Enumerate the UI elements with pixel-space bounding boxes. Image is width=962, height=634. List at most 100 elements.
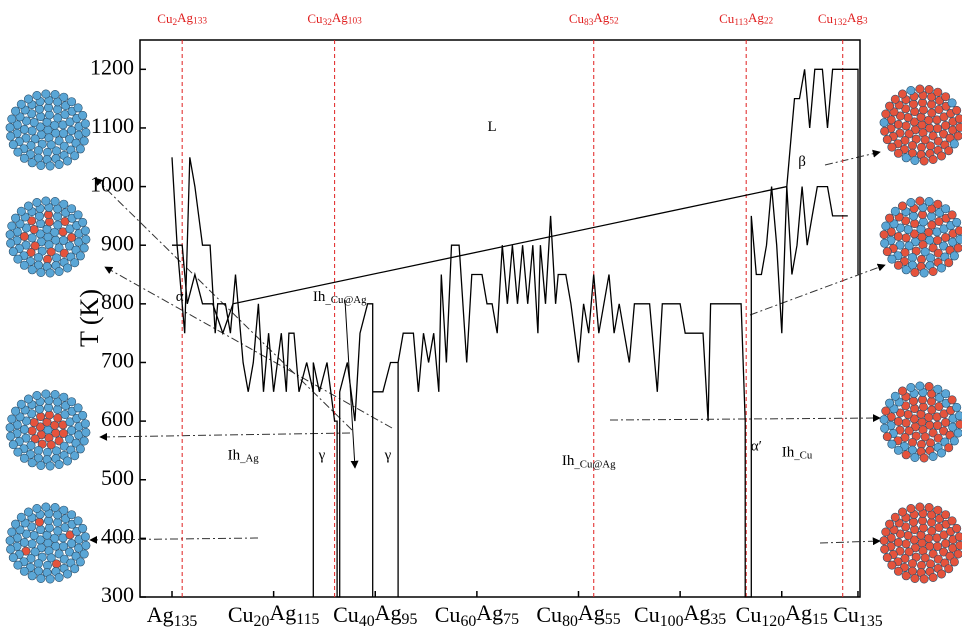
atom: [27, 426, 37, 436]
atom: [27, 265, 37, 275]
atom: [35, 535, 45, 545]
atom: [890, 391, 900, 401]
atom: [23, 507, 33, 517]
atom: [67, 510, 77, 520]
atom: [933, 199, 943, 209]
y-tick-label: 1200: [90, 54, 134, 79]
atom: [27, 233, 37, 243]
atom: [19, 153, 29, 163]
y-tick-label: 900: [101, 230, 134, 255]
atom: [41, 89, 51, 99]
atom: [21, 529, 31, 539]
atom: [925, 253, 935, 263]
atom: [925, 438, 935, 448]
atom: [880, 238, 890, 248]
atom: [8, 440, 18, 450]
atom: [924, 85, 934, 95]
atom: [23, 94, 33, 104]
atom: [915, 84, 925, 94]
atom: [941, 389, 951, 399]
atom: [27, 126, 37, 136]
atom: [50, 502, 60, 512]
atom: [893, 566, 903, 576]
atom: [926, 100, 936, 110]
atom: [901, 265, 911, 275]
atom: [67, 538, 77, 548]
atom: [925, 559, 935, 569]
data-line: [172, 185, 848, 336]
atom: [75, 144, 85, 154]
atom: [953, 549, 962, 559]
atom: [941, 510, 951, 520]
annotation: α′: [751, 439, 762, 455]
atom: [901, 233, 911, 243]
atom: [13, 560, 23, 570]
atom: [27, 539, 37, 549]
atom: [944, 564, 954, 574]
atom: [80, 226, 90, 236]
atom: [907, 437, 917, 447]
atom: [32, 198, 42, 208]
x-tick-label: Cu60Ag75: [435, 600, 519, 629]
atom: [895, 111, 905, 121]
atom: [62, 156, 72, 166]
atom: [36, 267, 46, 277]
atom: [7, 221, 17, 231]
atom: [881, 221, 891, 231]
atom: [926, 396, 936, 406]
atom: [54, 572, 64, 582]
atom: [954, 226, 962, 236]
atom: [903, 409, 913, 419]
atom: [881, 406, 891, 416]
atom: [79, 136, 89, 146]
annotation: Ih_Cu@Ag: [562, 454, 616, 471]
atom: [79, 549, 89, 559]
y-tick-label: 700: [101, 348, 134, 373]
atom: [901, 153, 911, 163]
atom: [919, 574, 929, 584]
atom: [33, 146, 43, 156]
atom: [29, 417, 39, 427]
atom: [33, 253, 43, 263]
atom: [895, 223, 905, 233]
atom: [915, 502, 925, 512]
atom: [908, 99, 918, 109]
atom: [915, 381, 925, 391]
atom: [46, 440, 56, 450]
atom: [901, 539, 911, 549]
atom: [903, 530, 913, 540]
atom: [908, 396, 918, 406]
atom: [915, 196, 925, 206]
atom: [78, 110, 88, 120]
atom: [54, 459, 64, 469]
atom: [50, 90, 60, 100]
atom: [70, 258, 80, 268]
atom: [34, 104, 44, 114]
atom: [19, 424, 29, 434]
atom: [933, 87, 943, 97]
atom: [939, 129, 949, 139]
atom: [21, 223, 31, 233]
atom: [895, 408, 905, 418]
atom: [897, 507, 907, 517]
atom: [81, 234, 91, 244]
atom: [893, 120, 903, 130]
atom: [19, 453, 29, 463]
atom: [893, 148, 903, 158]
atom: [46, 140, 56, 150]
atom: [27, 571, 37, 581]
arrow: [99, 432, 351, 441]
atom: [903, 225, 913, 235]
y-tick-label: 300: [101, 582, 134, 607]
atom: [936, 263, 946, 273]
atom: [880, 544, 890, 554]
atom: [54, 160, 64, 170]
atom: [893, 537, 903, 547]
atom: [79, 243, 89, 253]
atom: [953, 131, 962, 141]
atom: [52, 212, 62, 222]
atom: [952, 523, 962, 533]
atom: [19, 125, 29, 135]
atom: [893, 260, 903, 270]
atom: [16, 99, 26, 109]
